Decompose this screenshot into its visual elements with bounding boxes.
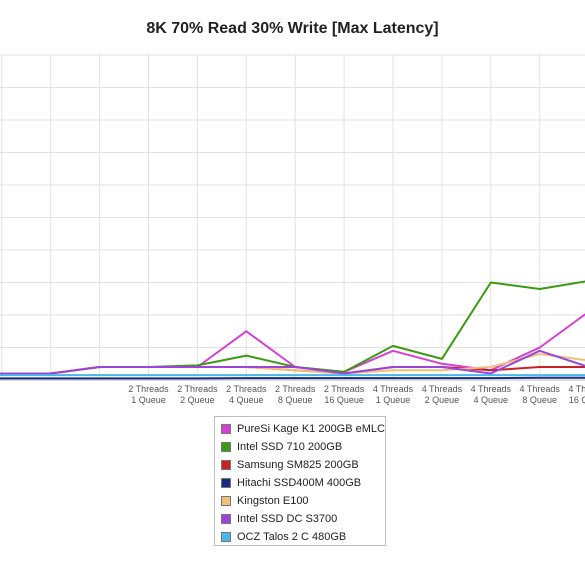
legend-label: OCZ Talos 2 C 480GB: [237, 531, 347, 543]
legend-swatch: [221, 496, 231, 506]
x-axis-tick-labels: 2 Threads 1 Queue 2 Threads 2 Queue 2 Thread…: [128, 384, 585, 405]
chart-series: [0, 280, 585, 380]
legend-swatch: [221, 442, 231, 452]
series-line-ocz-talos-2-c-480gb: [0, 374, 585, 377]
series-line-intel-ssd-dc-s3700: [0, 349, 585, 375]
legend-item-samsung-sm825-200gb: Samsung SM825 200GB: [221, 456, 385, 474]
series-line-intel-ssd-710-200gb: [0, 280, 585, 375]
x-tick-label: 4 Threads 1 Queue: [373, 384, 414, 405]
x-tick-label: 2 Threads 4 Queue: [226, 384, 267, 405]
legend-item-intel-ssd-dc-s3700: Intel SSD DC S3700: [221, 510, 385, 528]
legend-item-hitachi-ssd400m-400gb: Hitachi SSD400M 400GB: [221, 474, 385, 492]
legend-label: Intel SSD DC S3700: [237, 513, 338, 525]
chart-title: 8K 70% Read 30% Write [Max Latency]: [146, 20, 439, 37]
legend-item-puresi-kage-k1-200gb-emlc: PureSi Kage K1 200GB eMLC: [221, 420, 385, 438]
legend-label: Samsung SM825 200GB: [237, 459, 359, 471]
series-line-kingston-e100: [0, 353, 585, 375]
legend-label: Kingston E100: [237, 495, 309, 507]
line-chart: 2 Threads 1 Queue 2 Threads 2 Queue 2 Thread…: [0, 54, 585, 405]
chart-grid: [0, 54, 585, 381]
x-tick-label: 2 Threads 2 Queue: [177, 384, 218, 405]
legend-item-intel-ssd-710-200gb: Intel SSD 710 200GB: [221, 438, 385, 456]
legend-swatch: [221, 478, 231, 488]
x-tick-label: 4 Threads 8 Queue: [520, 384, 561, 405]
chart-legend: PureSi Kage K1 200GB eMLC Intel SSD 710 2…: [214, 416, 386, 546]
legend-item-ocz-talos-2-c-480gb: OCZ Talos 2 C 480GB: [221, 528, 385, 546]
x-tick-label: 4 Threads 2 Queue: [422, 384, 463, 405]
legend-item-kingston-e100: Kingston E100: [221, 492, 385, 510]
x-tick-label: 2 Threads 1 Queue: [128, 384, 169, 405]
legend-swatch: [221, 514, 231, 524]
x-tick-label: 2 Threads 16 Queue: [324, 384, 365, 405]
legend-label: PureSi Kage K1 200GB eMLC: [237, 423, 385, 435]
x-tick-label: 2 Threads 8 Queue: [275, 384, 316, 405]
legend-swatch: [221, 424, 231, 434]
legend-label: Hitachi SSD400M 400GB: [237, 477, 362, 489]
legend-swatch: [221, 460, 231, 470]
series-line-hitachi-ssd400m-400gb: [0, 376, 585, 380]
x-tick-label: 4 Threads 4 Queue: [471, 384, 512, 405]
legend-label: Intel SSD 710 200GB: [237, 441, 343, 453]
legend-swatch: [221, 532, 231, 542]
